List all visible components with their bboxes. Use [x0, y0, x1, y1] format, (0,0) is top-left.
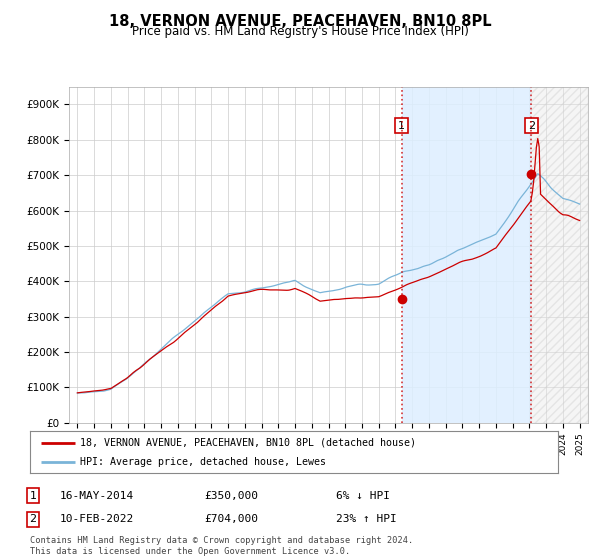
Text: 1: 1	[398, 121, 405, 130]
Text: 23% ↑ HPI: 23% ↑ HPI	[336, 514, 397, 524]
Text: 18, VERNON AVENUE, PEACEHAVEN, BN10 8PL (detached house): 18, VERNON AVENUE, PEACEHAVEN, BN10 8PL …	[80, 437, 416, 447]
Text: 18, VERNON AVENUE, PEACEHAVEN, BN10 8PL: 18, VERNON AVENUE, PEACEHAVEN, BN10 8PL	[109, 14, 491, 29]
Text: Contains HM Land Registry data © Crown copyright and database right 2024.
This d: Contains HM Land Registry data © Crown c…	[30, 536, 413, 556]
Text: 2: 2	[527, 121, 535, 130]
Text: HPI: Average price, detached house, Lewes: HPI: Average price, detached house, Lewe…	[80, 457, 326, 467]
Text: 16-MAY-2014: 16-MAY-2014	[60, 491, 134, 501]
Text: Price paid vs. HM Land Registry's House Price Index (HPI): Price paid vs. HM Land Registry's House …	[131, 25, 469, 38]
Text: £704,000: £704,000	[204, 514, 258, 524]
Bar	[531, 87, 588, 423]
Text: £350,000: £350,000	[204, 491, 258, 501]
Text: 2: 2	[29, 514, 37, 524]
Text: 6% ↓ HPI: 6% ↓ HPI	[336, 491, 390, 501]
Text: 1: 1	[29, 491, 37, 501]
Text: 10-FEB-2022: 10-FEB-2022	[60, 514, 134, 524]
Bar	[401, 87, 531, 423]
